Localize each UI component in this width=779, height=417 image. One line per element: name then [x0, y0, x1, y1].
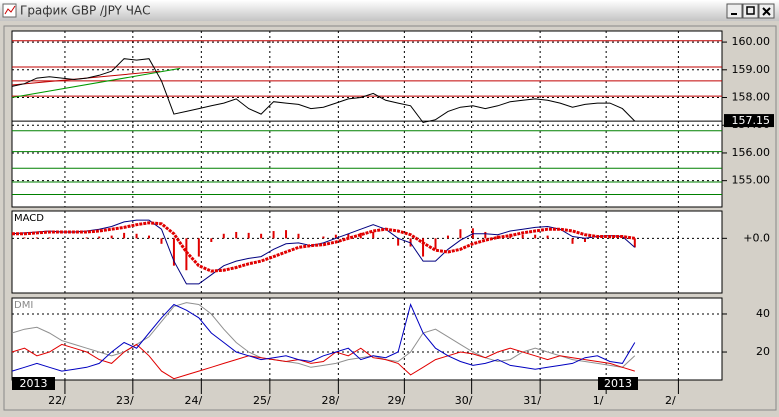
y-tick-label: 40	[756, 307, 770, 320]
x-tick-label: 28/	[321, 394, 339, 407]
year-badge	[12, 377, 55, 390]
year-badge	[598, 377, 638, 390]
panel	[11, 297, 723, 381]
y-tick-label: 156.00	[732, 146, 771, 159]
x-tick-label: 25/	[253, 394, 271, 407]
histogram-bar	[546, 235, 549, 239]
histogram-bar	[48, 237, 51, 239]
y-tick-label: 20	[756, 345, 770, 358]
maximize-button[interactable]	[742, 3, 759, 19]
histogram-bar	[23, 237, 26, 239]
histogram-bar	[297, 233, 300, 239]
histogram-bar	[446, 235, 449, 239]
histogram-bar	[247, 232, 250, 239]
title-bar	[0, 0, 779, 21]
histogram-bar	[347, 233, 350, 239]
x-tick-label: 1/	[593, 394, 604, 407]
minimize-button[interactable]	[726, 3, 743, 19]
year-label: 2013	[20, 377, 48, 390]
histogram-bar	[285, 230, 288, 239]
histogram-bar	[459, 229, 462, 239]
histogram-bar	[185, 238, 188, 271]
y-tick-label: 158.00	[732, 91, 771, 104]
histogram-bar	[235, 231, 238, 239]
histogram-bar	[583, 238, 586, 242]
y-tick-label: 155.00	[732, 174, 771, 187]
x-tick-label: 29/	[388, 394, 406, 407]
x-tick-label: 31/	[523, 394, 541, 407]
histogram-bar	[160, 238, 163, 244]
window-title: График GBP /JPY ЧАС	[20, 4, 151, 18]
series-line	[11, 58, 636, 124]
current-price-box	[724, 114, 774, 128]
close-glyph	[762, 7, 771, 16]
current-price-label: 157.15	[732, 114, 771, 127]
x-tick-label: 23/	[116, 394, 134, 407]
histogram-bar	[210, 238, 213, 242]
x-tick-label: 30/	[455, 394, 473, 407]
x-tick-label: 24/	[184, 394, 202, 407]
histogram-bar	[334, 234, 337, 239]
x-tick-label: 2/	[665, 394, 676, 407]
histogram-bar	[260, 233, 263, 239]
histogram-bar	[110, 235, 113, 239]
y-tick-label: 159.00	[732, 63, 771, 76]
histogram-bar	[534, 234, 537, 239]
y-tick-label: 160.00	[732, 35, 771, 48]
panel-label: DMI	[14, 300, 33, 311]
trend-line	[11, 67, 181, 99]
histogram-bar	[397, 238, 400, 246]
histogram-bar	[633, 238, 636, 248]
panel	[11, 210, 723, 294]
x-tick-label: 22/	[48, 394, 66, 407]
histogram-bar	[98, 236, 101, 239]
histogram-bar	[571, 238, 574, 244]
histogram-bar	[272, 231, 275, 239]
histogram-bar	[123, 232, 126, 239]
panel	[11, 30, 723, 208]
window-buttons[interactable]	[726, 3, 775, 19]
histogram-bar	[521, 234, 524, 239]
histogram-bar	[35, 237, 38, 239]
panel-label: MACD	[14, 213, 44, 224]
histogram-bar	[422, 238, 425, 257]
histogram-bar	[484, 231, 487, 239]
series-line	[11, 219, 636, 285]
series-line	[11, 302, 636, 368]
maximize-glyph	[746, 6, 755, 15]
histogram-bar	[85, 237, 88, 239]
histogram-bar	[434, 238, 437, 250]
histogram-bar	[197, 238, 200, 257]
histogram-bar	[372, 231, 375, 239]
series-line	[11, 302, 636, 372]
histogram-bar	[172, 238, 175, 266]
histogram-bar	[148, 235, 151, 239]
year-label: 2013	[604, 377, 632, 390]
signal-line	[12, 221, 636, 273]
window-icon-glyph	[4, 5, 16, 15]
series-line	[11, 343, 635, 380]
histogram-bar	[135, 233, 138, 239]
chart-area-border	[3, 25, 777, 411]
histogram-bar	[322, 236, 325, 239]
y-tick-label: +0.0	[743, 231, 770, 244]
histogram-bar	[222, 233, 225, 239]
